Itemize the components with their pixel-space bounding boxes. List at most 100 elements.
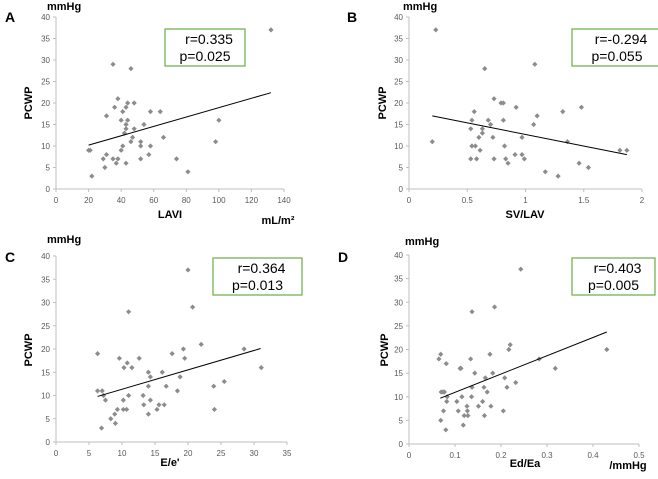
data-point (441, 389, 448, 395)
data-point (519, 152, 525, 158)
y-tick-label: 0 (46, 438, 51, 447)
data-point (469, 143, 475, 149)
x-tick-label: 40 (117, 196, 126, 205)
data-point (484, 389, 490, 395)
data-point (469, 309, 475, 315)
data-point (268, 27, 274, 33)
data-point (500, 117, 506, 123)
x-tick-label: 0.5 (462, 196, 474, 205)
data-point (120, 397, 126, 403)
data-point (216, 117, 222, 123)
data-point (156, 402, 162, 408)
y-tick-label: 0 (46, 185, 51, 194)
x-unit-label: mL/m² (262, 215, 295, 227)
data-point (487, 121, 494, 128)
data-point (116, 355, 122, 361)
data-point (121, 365, 127, 371)
r-value: r=-0.294 (595, 31, 648, 47)
data-point (469, 117, 475, 123)
data-point (190, 304, 196, 310)
x-tick-label: 1.5 (578, 196, 590, 205)
data-point (464, 403, 470, 409)
data-point (481, 413, 488, 419)
data-point (477, 147, 483, 153)
data-point (519, 134, 525, 140)
data-point (129, 365, 135, 371)
panel-letter: B (347, 9, 357, 25)
x-tick-label: 0.4 (587, 451, 599, 460)
data-point (468, 394, 475, 400)
data-point (108, 416, 114, 422)
y-tick-label: 10 (394, 142, 403, 151)
data-point (110, 156, 116, 162)
x-tick-label: 10 (118, 449, 127, 458)
x-axis-label: E/e' (160, 457, 180, 469)
y-tick-label: 40 (394, 251, 403, 260)
stats-box (164, 28, 246, 67)
stats-box (571, 257, 656, 296)
data-point (147, 397, 153, 403)
data-point (512, 152, 518, 158)
data-point (444, 398, 450, 405)
data-point (488, 403, 494, 409)
data-point (438, 417, 444, 423)
data-point (87, 147, 93, 153)
data-point (157, 109, 163, 115)
data-point (123, 126, 129, 132)
data-point (506, 346, 512, 353)
data-point (102, 164, 108, 171)
y-tick-label: 30 (394, 298, 403, 307)
data-point (180, 346, 186, 352)
data-point (182, 355, 188, 361)
y-tick-label: 25 (41, 78, 50, 87)
data-point (436, 356, 442, 362)
data-point (576, 160, 582, 166)
y-tick-label: 35 (41, 35, 50, 44)
y-tick-label: 5 (46, 164, 51, 173)
data-point (185, 169, 191, 175)
data-point (147, 374, 153, 380)
data-point (487, 351, 493, 357)
data-point (221, 378, 227, 385)
data-point (114, 406, 120, 413)
data-point (123, 121, 129, 128)
data-point (468, 156, 474, 162)
x-tick-label: 140 (277, 196, 291, 205)
data-point (145, 411, 151, 417)
y-tick-label: 30 (41, 299, 50, 308)
data-point (145, 383, 151, 389)
data-point (89, 173, 95, 179)
data-point (482, 375, 488, 381)
data-point (123, 104, 129, 110)
data-point (465, 413, 471, 419)
trend-line (432, 115, 627, 156)
data-point (126, 392, 132, 399)
data-point (99, 388, 105, 394)
y-tick-label: 15 (41, 368, 50, 377)
y-axis-label: PCWP (379, 334, 391, 367)
data-point (113, 160, 119, 166)
data-point (120, 109, 126, 115)
data-point (468, 126, 474, 132)
data-point (560, 109, 566, 115)
r-value: r=0.364 (238, 260, 286, 276)
x-axis-label: SV/LAV (506, 209, 546, 221)
y-tick-label: 15 (394, 369, 403, 378)
data-point (146, 152, 152, 158)
x-tick-label: 0.3 (541, 451, 553, 460)
x-tick-label: 20 (84, 196, 93, 205)
data-point (110, 61, 116, 67)
data-point (173, 156, 180, 162)
x-tick-label: 0 (407, 451, 412, 460)
data-point (131, 126, 137, 132)
data-point (491, 304, 498, 310)
y-tick-label: 10 (394, 393, 403, 402)
data-point (163, 383, 169, 389)
data-point (123, 160, 129, 166)
x-tick-label: 20 (184, 449, 193, 458)
stats-box (571, 28, 658, 67)
data-point (115, 96, 121, 102)
data-point (521, 156, 527, 162)
data-point (103, 113, 110, 119)
data-point (211, 406, 217, 413)
